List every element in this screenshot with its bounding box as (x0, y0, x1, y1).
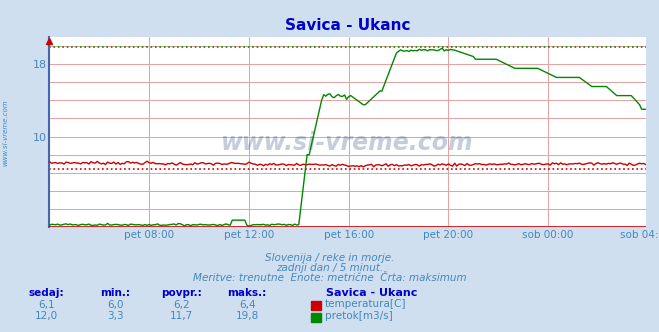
Text: www.si-vreme.com: www.si-vreme.com (221, 131, 474, 155)
Text: maks.:: maks.: (227, 289, 267, 298)
Text: temperatura[C]: temperatura[C] (325, 299, 407, 309)
Text: 6,4: 6,4 (239, 300, 256, 310)
Text: 11,7: 11,7 (169, 311, 193, 321)
Text: 12,0: 12,0 (34, 311, 58, 321)
Text: povpr.:: povpr.: (161, 289, 202, 298)
Text: www.si-vreme.com: www.si-vreme.com (2, 99, 9, 166)
Text: Meritve: trenutne  Enote: metrične  Črta: maksimum: Meritve: trenutne Enote: metrične Črta: … (192, 273, 467, 283)
Text: zadnji dan / 5 minut.: zadnji dan / 5 minut. (276, 263, 383, 273)
Text: Savica - Ukanc: Savica - Ukanc (326, 289, 418, 298)
Text: 6,0: 6,0 (107, 300, 124, 310)
Text: 6,1: 6,1 (38, 300, 55, 310)
Text: Slovenija / reke in morje.: Slovenija / reke in morje. (265, 253, 394, 263)
Text: 19,8: 19,8 (235, 311, 259, 321)
Text: pretok[m3/s]: pretok[m3/s] (325, 311, 393, 321)
Text: sedaj:: sedaj: (28, 289, 64, 298)
Text: 6,2: 6,2 (173, 300, 190, 310)
Title: Savica - Ukanc: Savica - Ukanc (285, 18, 411, 33)
Text: 3,3: 3,3 (107, 311, 124, 321)
Text: min.:: min.: (100, 289, 130, 298)
